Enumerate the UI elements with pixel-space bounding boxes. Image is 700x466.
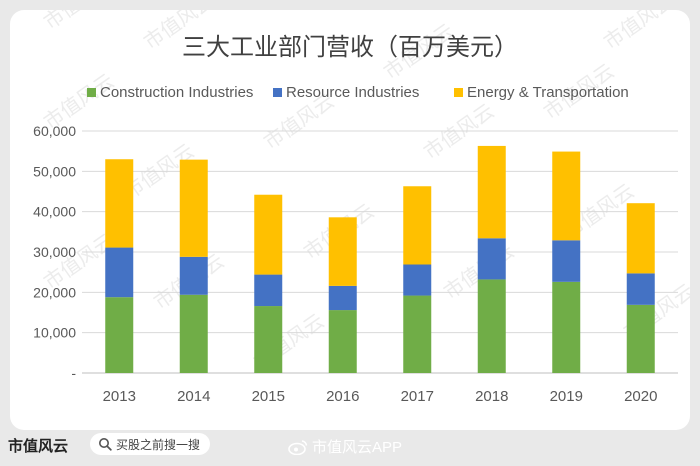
x-tick-label: 2018 (475, 388, 508, 405)
y-tick-label: 30,000 (33, 244, 76, 260)
bar-energy-transportation-2016 (328, 217, 357, 286)
chart-title: 三大工业部门营收（百万美元） (182, 33, 518, 61)
legend-label: Energy & Transportation (467, 84, 629, 101)
y-tick-label: - (71, 365, 76, 381)
footer-bar: 市值风云 买股之前搜一搜 市值风云APP (0, 430, 700, 466)
y-tick-label: 40,000 (33, 204, 76, 220)
x-tick-label: 2015 (252, 388, 285, 405)
bar-construction-industries-2014 (179, 294, 208, 373)
weibo-label: 市值风云APP (312, 439, 403, 456)
bar-resource-industries-2015 (254, 274, 283, 307)
bar-energy-transportation-2020 (626, 203, 655, 274)
y-axis: - 10,000 20,000 30,000 40,000 50,000 60,000 (33, 123, 76, 381)
bar-resource-industries-2014 (179, 256, 208, 295)
weibo-icon (288, 439, 308, 455)
x-tick-label: 2013 (103, 388, 136, 405)
legend-swatch (87, 88, 96, 97)
watermark-layer: 市值风云市值风云市值风云市值风云市值风云市值风云市值风云市值风云市值风云市值风云… (39, 10, 690, 374)
x-tick-label: 2017 (401, 388, 434, 405)
brand-logo-text: 市值风云 (8, 437, 69, 455)
y-tick-label: 50,000 (33, 163, 76, 179)
x-axis: 2013 2014 2015 2016 2017 2018 2019 2020 (103, 388, 658, 405)
bar-resource-industries-2017 (403, 264, 432, 296)
y-tick-label: 10,000 (33, 325, 76, 341)
x-tick-label: 2014 (177, 388, 210, 405)
brand-logo[interactable]: 市值风云 (8, 435, 68, 456)
bar-construction-industries-2015 (254, 306, 283, 373)
legend-swatch (273, 88, 282, 97)
x-tick-label: 2020 (624, 388, 657, 405)
bar-energy-transportation-2017 (403, 186, 432, 265)
weibo-watermark: 市值风云APP (288, 436, 402, 457)
bar-construction-industries-2016 (328, 310, 357, 373)
bar-resource-industries-2020 (626, 273, 655, 305)
search-placeholder: 买股之前搜一搜 (116, 437, 201, 452)
y-tick-label: 60,000 (33, 123, 76, 139)
bar-construction-industries-2020 (626, 304, 655, 373)
x-tick-label: 2016 (326, 388, 359, 405)
search-box[interactable]: 买股之前搜一搜 (90, 433, 210, 455)
legend: Construction Industries Resource Industri… (87, 84, 629, 101)
bar-energy-transportation-2014 (179, 159, 208, 257)
x-tick-label: 2019 (550, 388, 583, 405)
y-tick-label: 20,000 (33, 284, 76, 300)
bar-energy-transportation-2015 (254, 194, 283, 275)
bar-construction-industries-2018 (477, 279, 506, 373)
bar-energy-transportation-2019 (552, 151, 581, 241)
legend-label: Resource Industries (286, 84, 419, 101)
bar-resource-industries-2019 (552, 240, 581, 282)
bar-construction-industries-2013 (105, 297, 134, 373)
chart-card: 市值风云 市值风云 市值风云 市值风云 市值风云 市值风云 市值风云 市值风云 市值风云 市值风云… (10, 10, 690, 430)
bar-construction-industries-2019 (552, 281, 581, 373)
bar-energy-transportation-2013 (105, 159, 134, 248)
watermark-text: 市值风云 (39, 10, 118, 34)
bar-resource-industries-2018 (477, 238, 506, 280)
bar-energy-transportation-2018 (477, 145, 506, 239)
legend-swatch (454, 88, 463, 97)
bar-resource-industries-2013 (105, 247, 134, 298)
watermark-text: 市值风云 (599, 10, 678, 54)
stacked-bar-chart: 市值风云市值风云市值风云市值风云市值风云市值风云市值风云市值风云市值风云市值风云… (33, 10, 690, 405)
bars (105, 145, 655, 373)
search-icon (99, 438, 112, 451)
legend-label: Construction Industries (100, 84, 253, 101)
bar-construction-industries-2017 (403, 295, 432, 373)
bar-resource-industries-2016 (328, 285, 357, 311)
